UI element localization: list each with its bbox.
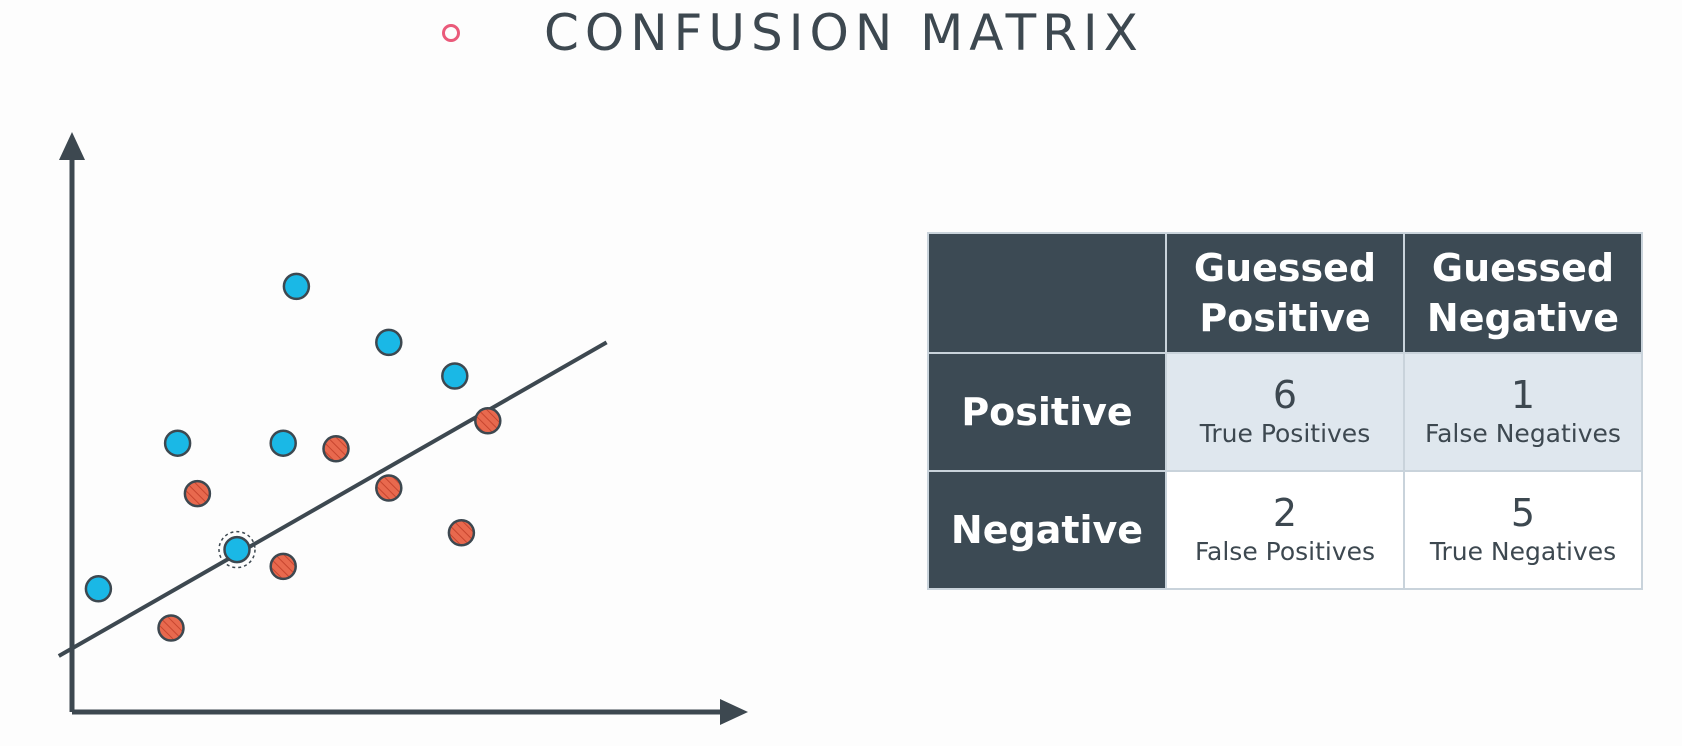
header-guessed-negative: Guessed Negative [1403,232,1643,354]
cell-true-negatives: 5 True Negatives [1403,470,1643,590]
true-positives-count: 6 [1272,373,1298,417]
true-negatives-label: True Negatives [1429,537,1617,566]
x-axis-arrow-icon [720,699,748,725]
title-bar: CONFUSION MATRIX [442,0,1144,66]
negative-point [183,479,212,508]
cell-false-negatives: 1 False Negatives [1403,352,1643,472]
negative-point [322,435,350,463]
circle-bullet-icon [442,24,460,42]
selected-point-ring [218,530,256,569]
false-negatives-label: False Negatives [1425,419,1621,448]
positive-point [84,575,113,603]
negative-point [474,407,502,435]
positive-point [282,272,311,301]
cell-false-positives: 2 False Positives [1165,470,1405,590]
false-positives-label: False Positives [1194,537,1376,566]
header-guessed-negative-line1: Guessed [1431,246,1615,290]
negative-point [375,474,403,502]
matrix-row-negative: Negative 2 False Positives 5 True Negati… [927,470,1643,590]
false-negatives-count: 1 [1510,373,1536,417]
data-points [84,272,502,642]
axes [59,132,748,725]
y-axis-arrow-icon [59,132,85,160]
positive-point [163,429,192,457]
decision-line [57,340,608,658]
false-positives-count: 2 [1272,491,1298,535]
matrix-row-positive: Positive 6 True Positives 1 False Negati… [927,352,1643,472]
header-guessed-positive-line2: Positive [1199,296,1371,340]
confusion-matrix-table: Guessed Positive Guessed Negative Positi… [927,232,1643,590]
negative-point [447,519,476,547]
true-negatives-count: 5 [1510,491,1536,535]
positive-point [223,535,251,564]
matrix-header-row: Guessed Positive Guessed Negative [927,232,1643,354]
header-guessed-positive-line1: Guessed [1193,246,1377,290]
true-positives-label: True Positives [1199,419,1371,448]
row-label-positive: Positive [927,352,1167,472]
page-title: CONFUSION MATRIX [544,4,1144,62]
positive-point [375,328,403,357]
header-guessed-positive: Guessed Positive [1165,232,1405,354]
matrix-corner-cell [927,232,1167,354]
decision-boundary-line [57,340,608,658]
row-label-negative: Negative [927,470,1167,590]
positive-point [441,362,469,390]
scatter-plot [57,132,748,725]
negative-point [269,552,297,581]
cell-true-positives: 6 True Positives [1165,352,1405,472]
header-guessed-negative-line2: Negative [1426,296,1620,340]
positive-point [269,429,297,457]
negative-point [157,614,185,642]
